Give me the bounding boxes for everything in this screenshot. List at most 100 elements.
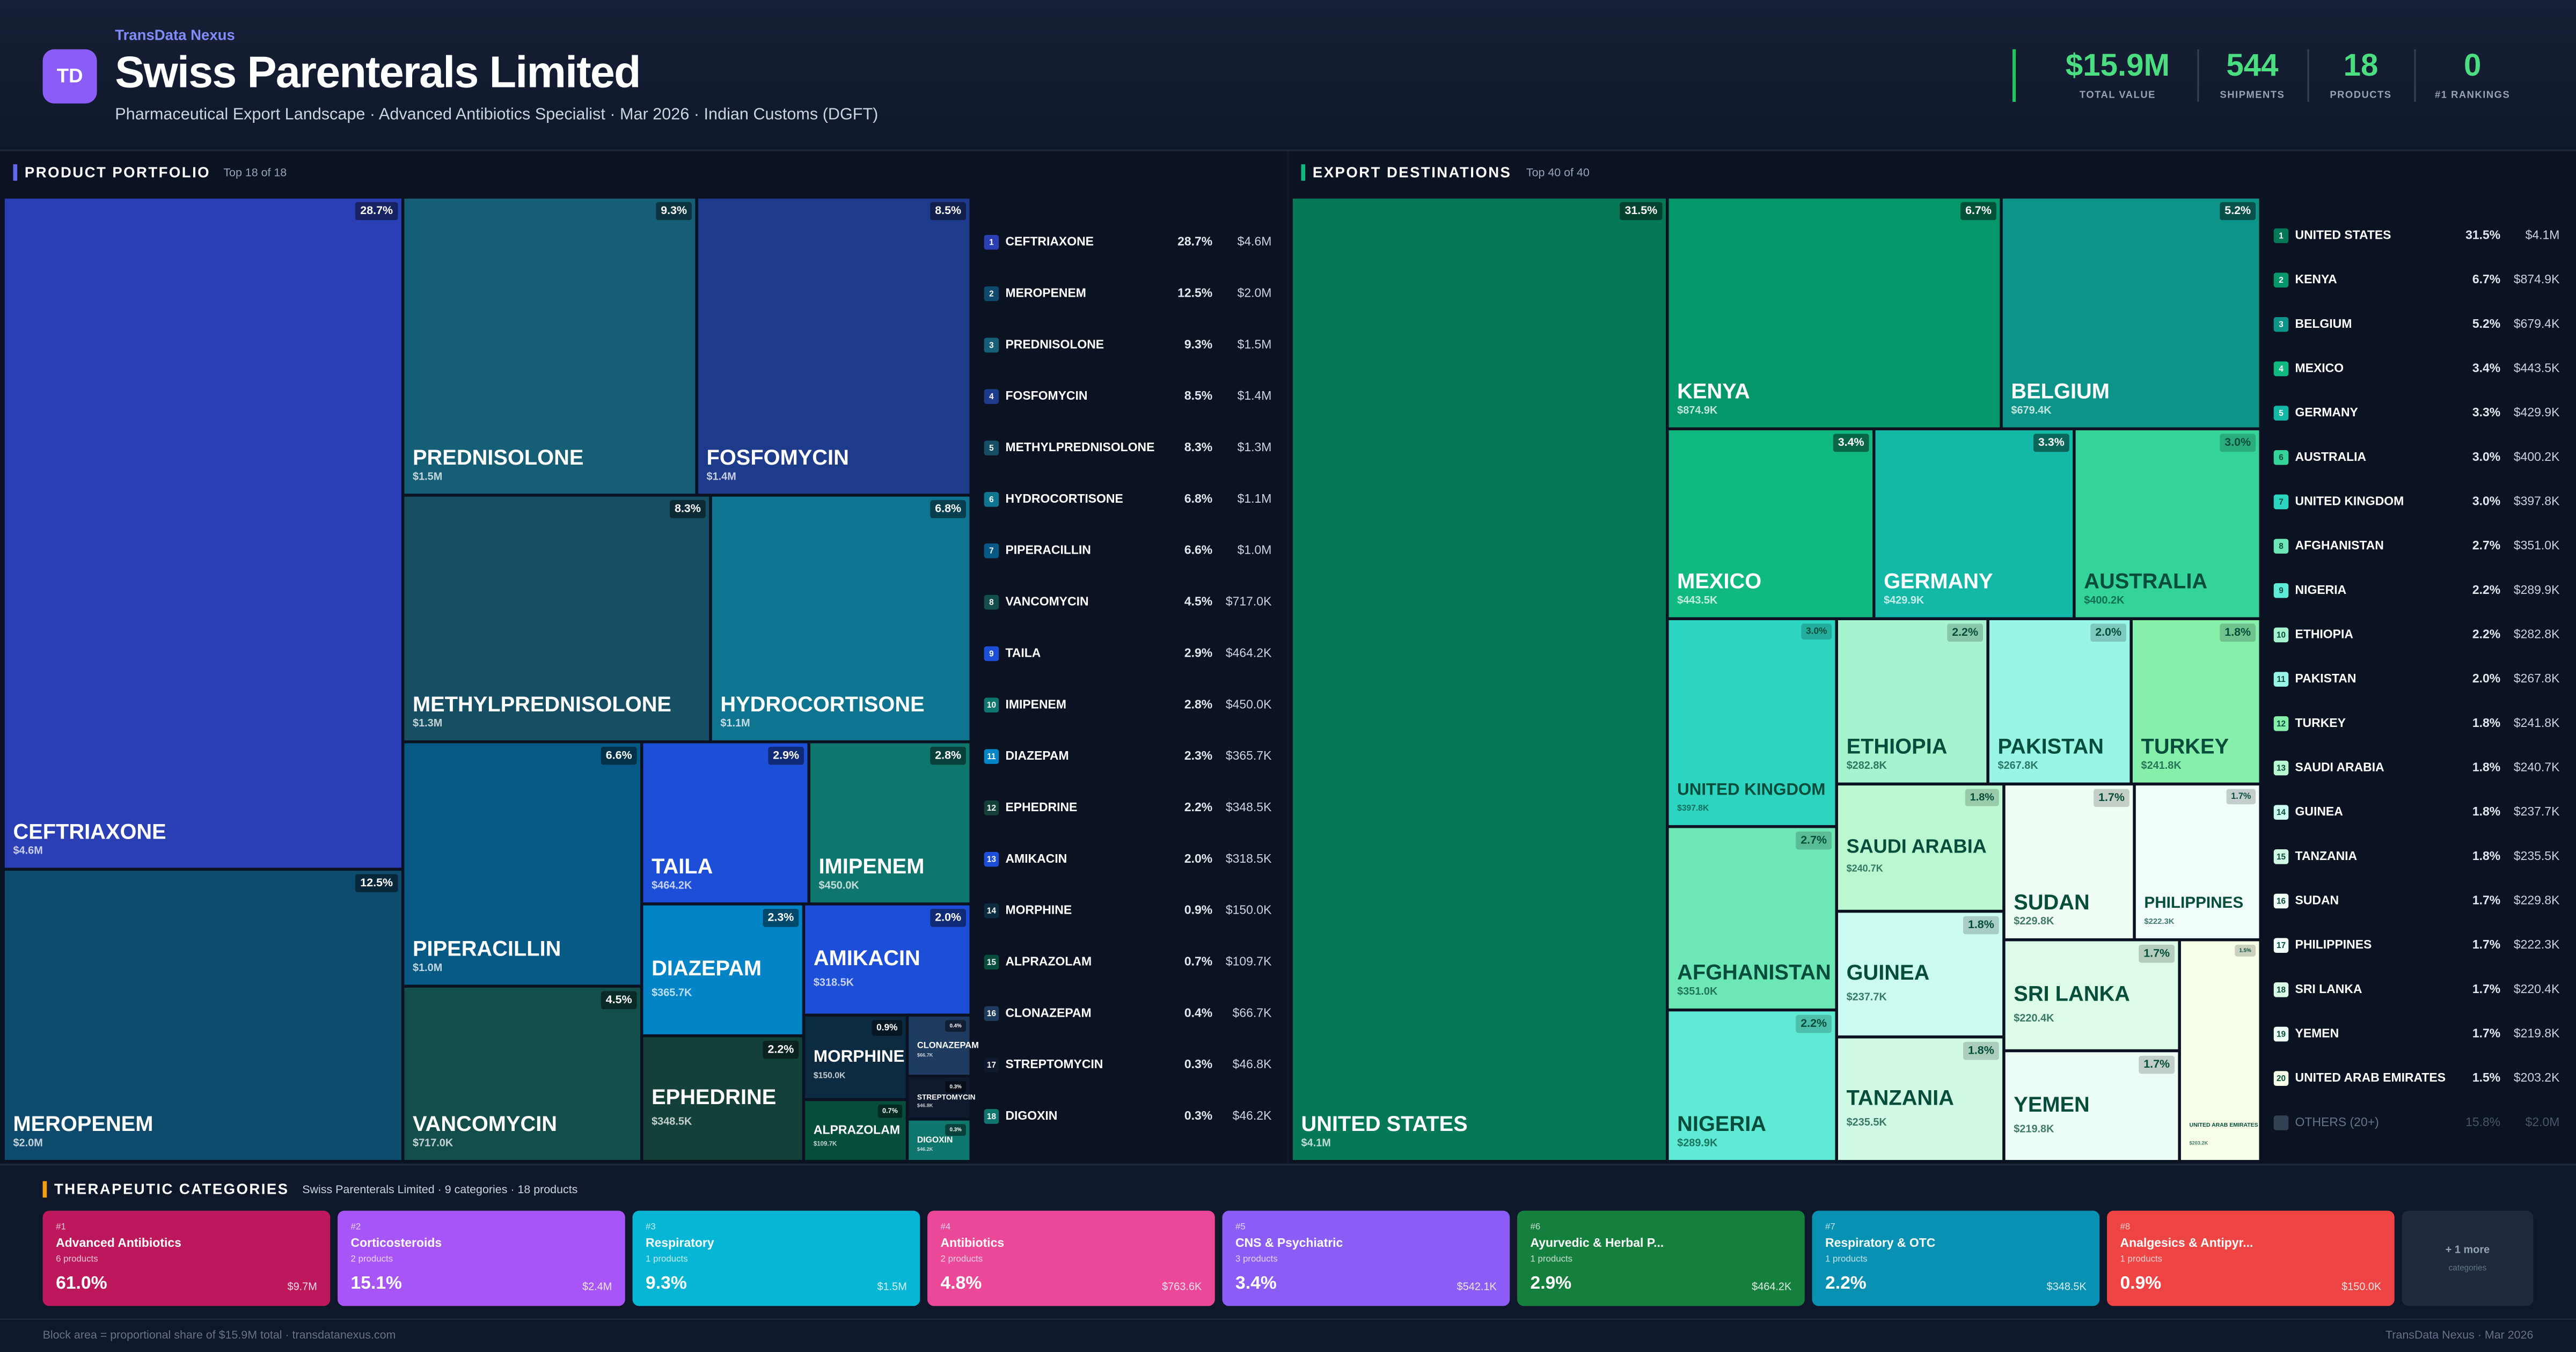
- share-label: 2.9%: [773, 748, 799, 761]
- section-accent: [42, 1181, 47, 1198]
- tile-value: $464.2K: [652, 879, 692, 891]
- share-label: 2.2%: [768, 1042, 794, 1055]
- tile-value: $365.7K: [652, 987, 692, 999]
- rank: 1: [989, 238, 994, 247]
- card-rank: #6: [1531, 1222, 1541, 1232]
- treemap-tile: [642, 1035, 804, 1162]
- share-label: 6.7%: [1965, 204, 1992, 217]
- list-name: HYDROCORTISONE: [1005, 491, 1123, 505]
- list-value: $46.8K: [1233, 1057, 1272, 1071]
- list-share: 2.7%: [2472, 538, 2500, 552]
- treemap-tile: [2004, 1050, 2179, 1162]
- list-name: FOSFOMYCIN: [1005, 388, 1087, 402]
- list-share: 5.2%: [2472, 317, 2500, 330]
- rank: 9: [2279, 586, 2284, 596]
- share-label: 1.8%: [1970, 791, 1995, 803]
- tile-label: SAUDI ARABIA: [1847, 835, 1987, 857]
- list-share: 2.2%: [1184, 800, 1212, 814]
- tile-label: TURKEY: [2141, 734, 2229, 758]
- list-share: 1.8%: [2472, 716, 2500, 730]
- treemap-tile: [907, 1076, 971, 1119]
- list-name: CLONAZEPAM: [1005, 1005, 1091, 1019]
- tile-value: $237.7K: [1847, 991, 1887, 1003]
- tile-label: AFGHANISTAN: [1677, 961, 1831, 984]
- tile-value: $1.3M: [413, 717, 442, 729]
- treemap-tile: [3, 869, 403, 1162]
- treemap-tile: [642, 904, 804, 1036]
- list-share: 1.7%: [2472, 1026, 2500, 1040]
- card-share: 2.2%: [1825, 1273, 1867, 1293]
- tile-value: $429.9K: [1884, 594, 1924, 606]
- rank: 14: [2277, 808, 2286, 817]
- rank-badge: [2273, 273, 2289, 288]
- treemap-tile: [2131, 619, 2260, 784]
- tile-label: NIGERIA: [1677, 1112, 1766, 1136]
- card-value: $763.6K: [1162, 1281, 1202, 1292]
- card-count: 2 products: [351, 1253, 393, 1263]
- share-badge: [1965, 789, 1999, 806]
- list-value: $365.7K: [1226, 748, 1272, 762]
- share-badge: [930, 909, 966, 927]
- treemap-tile: [1836, 1037, 2004, 1162]
- treemap-tile: [1667, 826, 1836, 1010]
- card-share: 4.8%: [941, 1273, 982, 1293]
- share-label: 1.7%: [2143, 946, 2170, 959]
- list-share: 2.9%: [1184, 645, 1212, 659]
- list-share: 4.5%: [1184, 594, 1212, 608]
- list-share: 1.8%: [2472, 760, 2500, 774]
- list-share: 1.5%: [2472, 1070, 2500, 1084]
- share-badge: [945, 1020, 966, 1032]
- list-share: 31.5%: [2465, 227, 2500, 241]
- treemap-tile: [1291, 197, 1667, 1162]
- list-name: NIGERIA: [2295, 583, 2347, 597]
- rank-badge: [2273, 450, 2289, 465]
- share-badge: [2139, 944, 2175, 963]
- list-share: 2.2%: [2472, 583, 2500, 597]
- kpi-label: PRODUCTS: [2330, 89, 2391, 100]
- rank-badge: [2273, 849, 2289, 864]
- tile-value: $220.4K: [2014, 1012, 2054, 1024]
- share-label: 4.5%: [606, 993, 632, 1006]
- share-label: 3.3%: [2038, 436, 2065, 449]
- list-name: KENYA: [2295, 272, 2337, 286]
- tile-value: $46.2K: [917, 1147, 933, 1152]
- logo: [42, 49, 97, 104]
- rank: 6: [2279, 453, 2284, 462]
- section-title: PRODUCT PORTFOLIO: [25, 164, 210, 180]
- tile-value: $289.9K: [1677, 1137, 1718, 1149]
- card-share: 0.9%: [2120, 1273, 2162, 1293]
- list-name: GUINEA: [2295, 804, 2343, 818]
- list-name: TANZANIA: [2295, 849, 2358, 863]
- section-title: THERAPEUTIC CATEGORIES: [54, 1181, 289, 1197]
- category-card: [1222, 1210, 1510, 1306]
- share-badge: [601, 991, 637, 1010]
- card-share: 9.3%: [646, 1273, 687, 1293]
- share-badge: [1796, 1015, 1832, 1033]
- card-name: Corticosteroids: [351, 1236, 442, 1250]
- tile-label: KENYA: [1677, 379, 1750, 403]
- share-badge: [1620, 202, 1663, 221]
- list-name: DIAZEPAM: [1005, 748, 1069, 762]
- tile-label: UNITED ARAB EMIRATES: [2190, 1122, 2258, 1128]
- rank: 3: [2279, 320, 2284, 329]
- card-name: Antibiotics: [941, 1236, 1005, 1250]
- share-badge: [763, 909, 799, 927]
- tile-value: $229.8K: [2014, 915, 2054, 927]
- list-value: $240.7K: [2514, 760, 2560, 774]
- list-name: UNITED KINGDOM: [2295, 494, 2404, 508]
- category-card: [632, 1210, 920, 1306]
- rank: 16: [2277, 897, 2286, 906]
- treemap-tile: [907, 1015, 971, 1076]
- list-value: $443.5K: [2514, 361, 2560, 374]
- list-name: ETHIOPIA: [2295, 627, 2353, 641]
- list-value: $348.5K: [1226, 800, 1272, 814]
- share-label: 9.3%: [661, 204, 687, 217]
- kpi-value: 18: [2344, 48, 2379, 83]
- rank-badge: [2273, 627, 2289, 643]
- rank-badge: [984, 594, 999, 610]
- rank: 10: [987, 701, 996, 710]
- rank: 6: [989, 495, 994, 504]
- list-name: BELGIUM: [2295, 317, 2352, 330]
- page-title: Swiss Parenterals Limited: [115, 47, 640, 97]
- rank: 11: [2277, 675, 2286, 684]
